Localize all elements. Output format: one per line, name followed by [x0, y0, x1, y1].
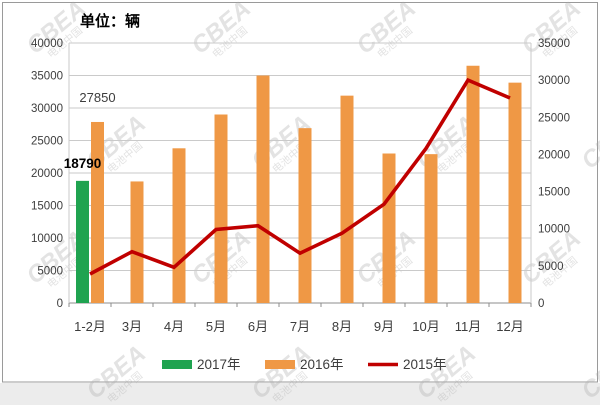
- left-axis-tick-label: 25000: [31, 136, 63, 148]
- legend: 2017年 2016年 2015年: [162, 357, 447, 372]
- bar-2016-7月: [298, 128, 312, 303]
- legend-label-2015年: 2015年: [403, 357, 447, 372]
- bar-2016-1-2月: [91, 121, 104, 303]
- x-axis-label-6月: 6月: [248, 319, 268, 334]
- left-axis-tick-label: 40000: [31, 38, 63, 50]
- legend-item-2015年: 2015年: [368, 357, 447, 372]
- right-axis-tick-label: 10000: [538, 224, 570, 236]
- bar-2016-6月: [256, 75, 270, 303]
- right-axis-tick-label: 30000: [538, 75, 570, 87]
- page-bottom-strip: [0, 383, 600, 405]
- x-axis-label-5月: 5月: [206, 319, 226, 334]
- x-axis-label-4月: 4月: [164, 319, 184, 334]
- chart-frame-border: [2, 2, 598, 383]
- bar-2016-11月: [466, 65, 480, 303]
- left-axis-tick-label: 30000: [31, 103, 63, 115]
- legend-swatch-2017年: [162, 360, 192, 369]
- right-axis-tick-label: 5000: [538, 261, 564, 273]
- right-axis-tick-label: 15000: [538, 187, 570, 199]
- left-axis-tick-label: 20000: [31, 168, 63, 180]
- bar-2016-8月: [340, 95, 354, 304]
- left-axis-tick-label: 10000: [31, 233, 63, 245]
- legend-item-2017年: 2017年: [162, 357, 241, 372]
- x-axis-label-8月: 8月: [332, 319, 352, 334]
- line-2015: [89, 77, 511, 276]
- bar-2016-5月: [214, 114, 228, 303]
- x-axis-label-10月: 10月: [412, 319, 439, 334]
- x-axis-label-11月: 11月: [455, 319, 482, 334]
- x-axis-label-1-2月: 1-2月: [74, 319, 106, 334]
- right-axis-tick-label: 0: [538, 298, 544, 310]
- legend-label-2016年: 2016年: [300, 357, 344, 372]
- left-axis-tick-label: 15000: [31, 201, 63, 213]
- bar-2016-3月: [130, 181, 144, 303]
- x-axis-label-12月: 12月: [496, 319, 523, 334]
- bar-2016-4月: [172, 148, 186, 303]
- x-axis-label-7月: 7月: [290, 319, 310, 334]
- x-axis-label-3月: 3月: [122, 319, 142, 334]
- legend-item-2016年: 2016年: [265, 357, 344, 372]
- bar-2017-1-2月: [76, 180, 89, 303]
- unit-title: 单位：辆: [80, 12, 140, 30]
- bar-2016-10月: [424, 154, 438, 303]
- legend-label-2017年: 2017年: [197, 357, 241, 372]
- right-axis-tick-label: 25000: [538, 112, 570, 124]
- bar-2016-12月: [508, 82, 522, 304]
- left-axis-tick-label: 5000: [37, 266, 63, 278]
- right-axis-tick-label: 20000: [538, 149, 570, 161]
- legend-swatch-2016年: [265, 360, 295, 369]
- bar-2016-9月: [382, 153, 396, 303]
- left-axis-tick-label: 35000: [31, 71, 63, 83]
- data-label-27850: 27850: [79, 90, 115, 105]
- data-label-18790: 18790: [64, 156, 102, 171]
- right-axis-tick-label: 35000: [538, 38, 570, 50]
- x-axis-label-9月: 9月: [374, 319, 394, 334]
- left-axis-tick-label: 0: [57, 298, 63, 310]
